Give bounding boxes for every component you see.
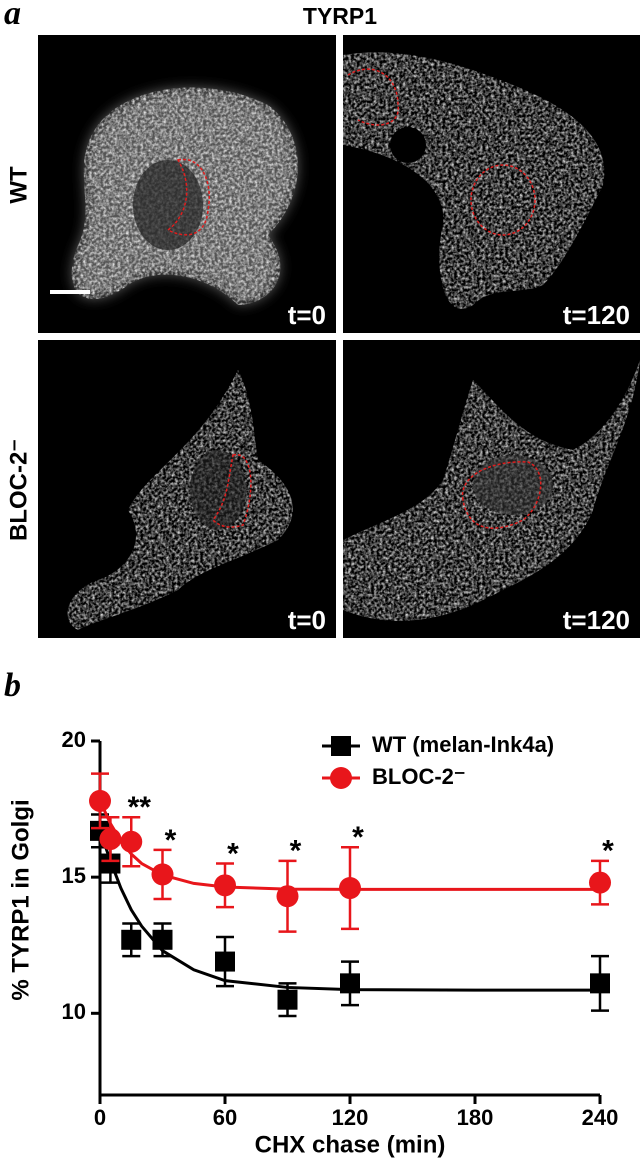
time-label: t=0	[288, 300, 326, 330]
data-point	[99, 828, 122, 851]
panel-label: b	[4, 667, 21, 704]
data-point	[151, 863, 174, 886]
data-point	[277, 989, 298, 1010]
x-tick-label: 180	[457, 1105, 494, 1130]
significance-mark: *	[602, 835, 614, 868]
significance-mark: *	[290, 835, 302, 868]
data-point	[589, 871, 611, 894]
micrograph: t=0	[38, 35, 336, 333]
x-axis-label: CHX chase (min)	[255, 1131, 446, 1158]
panel-label: a	[4, 0, 21, 32]
data-point	[100, 853, 121, 874]
legend-marker	[331, 736, 351, 756]
y-axis-label: % TYRP1 in Golgi	[7, 799, 34, 1000]
significance-mark: *	[352, 821, 364, 854]
time-label: t=120	[563, 605, 630, 635]
panel-title: TYRP1	[303, 3, 377, 29]
data-point	[121, 929, 142, 950]
data-point	[339, 877, 361, 900]
y-tick-label: 15	[62, 863, 86, 888]
y-tick-label: 10	[62, 999, 86, 1024]
legend-label: WT (melan-Ink4a)	[372, 732, 554, 757]
data-point	[89, 789, 111, 812]
micrograph: t=120	[343, 35, 640, 333]
micrograph: t=120	[343, 340, 640, 638]
row-label: BLOC-2⁻	[5, 439, 32, 541]
data-point	[340, 973, 360, 994]
data-point	[152, 929, 173, 950]
data-point	[276, 885, 299, 908]
x-tick-label: 60	[213, 1105, 237, 1130]
time-label: t=0	[288, 605, 326, 635]
x-tick-label: 0	[94, 1105, 106, 1130]
significance-mark: *	[165, 824, 177, 857]
legend-marker	[330, 767, 352, 789]
significance-mark: **	[128, 791, 152, 824]
data-point	[215, 951, 235, 972]
micrograph: t=0	[38, 340, 336, 638]
x-tick-label: 120	[332, 1105, 369, 1130]
x-tick-label: 240	[582, 1105, 619, 1130]
legend-label: BLOC-2⁻	[372, 764, 466, 789]
y-tick-label: 20	[62, 727, 86, 752]
data-point	[214, 874, 236, 897]
significance-mark: *	[227, 837, 239, 870]
data-point	[120, 830, 143, 853]
data-point	[590, 973, 610, 994]
time-label: t=120	[563, 300, 630, 330]
row-label: WT	[5, 166, 32, 204]
